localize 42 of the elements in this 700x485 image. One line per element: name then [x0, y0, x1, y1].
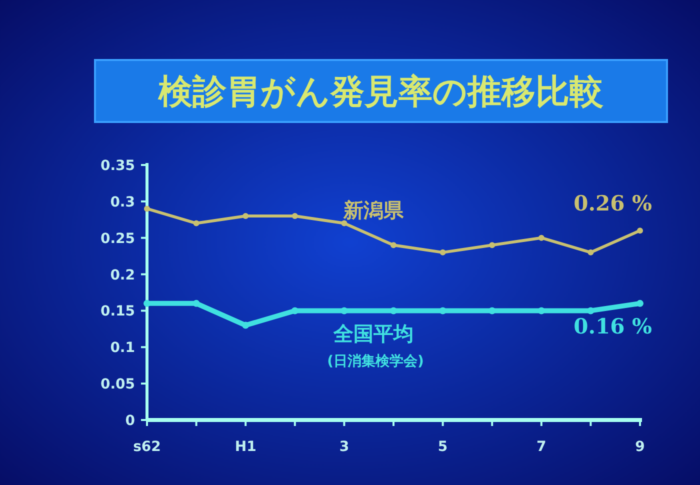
point — [144, 206, 150, 212]
x-tick-label: 5 — [438, 439, 448, 455]
y-tick-label: 0.15 — [100, 304, 135, 320]
point — [439, 307, 446, 314]
x-tick-label: 3 — [339, 439, 350, 455]
point — [587, 307, 594, 314]
point — [341, 220, 348, 226]
point — [340, 307, 348, 314]
point — [291, 307, 298, 314]
point — [489, 242, 496, 248]
y-tick-label: 0.25 — [100, 230, 135, 247]
point — [390, 242, 396, 248]
point — [192, 300, 200, 307]
series-label: 全国平均 — [332, 322, 414, 346]
point — [390, 307, 397, 314]
point — [193, 220, 200, 226]
y-tick-label: 0.05 — [100, 376, 135, 393]
x-tick-label: H1 — [234, 439, 256, 455]
point — [588, 249, 594, 256]
x-tick-label: 7 — [536, 439, 546, 455]
point — [538, 307, 545, 314]
point — [242, 322, 250, 329]
point — [637, 228, 643, 234]
data-label: 0.16 % — [574, 313, 652, 338]
point — [488, 307, 496, 314]
point — [538, 234, 544, 241]
chart-title: 検診胃がん発見率の推移比較 — [158, 72, 604, 112]
x-tick-label: s62 — [133, 439, 161, 455]
y-tick-label: 0.2 — [110, 267, 135, 284]
point — [636, 300, 644, 307]
annotation: (日消集検学会) — [327, 354, 424, 370]
x-tick-label: 9 — [635, 439, 645, 455]
y-tick-label: 0.1 — [110, 340, 135, 356]
y-tick-label: 0.35 — [100, 158, 135, 174]
point — [144, 300, 150, 307]
series-label: 新潟県 — [342, 198, 404, 222]
point — [440, 249, 446, 256]
point — [292, 213, 298, 219]
point — [242, 213, 249, 219]
y-tick-label: 0 — [125, 413, 136, 429]
data-label: 0.26 % — [574, 190, 652, 216]
y-tick-label: 0.3 — [110, 194, 135, 210]
